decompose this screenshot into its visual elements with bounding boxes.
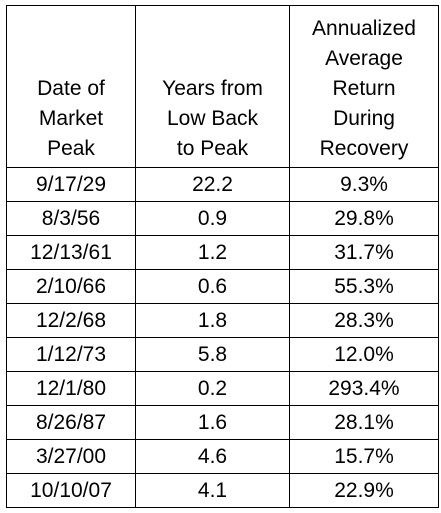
return-cell: 12.0% (289, 337, 439, 372)
years-cell: 1.8 (135, 303, 290, 338)
header-years-from-low-back-to-peak: Years from Low Back to Peak (135, 5, 290, 168)
years-cell: 1.6 (135, 405, 290, 440)
header-annualized-average-return: Annualized Average Return During Recover… (289, 5, 439, 168)
header-line: Peak (47, 137, 95, 160)
return-cell: 28.1% (289, 405, 439, 440)
header-line: Low Back (166, 107, 259, 130)
header-line: Recovery (319, 137, 409, 160)
header-line: to Peak (176, 137, 249, 160)
return-cell: 28.3% (289, 303, 439, 338)
table-row: 1/12/73 5.8 12.0% (6, 337, 439, 372)
return-cell: 9.3% (289, 167, 439, 202)
market-recovery-table: Date of Market Peak Years from Low Back … (6, 5, 439, 508)
table-row: 9/17/29 22.2 9.3% (6, 167, 439, 202)
years-cell: 0.2 (135, 371, 290, 406)
header-line: During (333, 107, 395, 130)
return-cell: 29.8% (289, 201, 439, 236)
years-cell: 0.6 (135, 269, 290, 304)
header-line: Return (332, 77, 396, 100)
header-row: Date of Market Peak Years from Low Back … (6, 5, 439, 168)
peak-date-cell: 10/10/07 (6, 473, 136, 508)
header-line: Market (38, 107, 104, 130)
return-cell: 31.7% (289, 235, 439, 270)
table-body: 9/17/29 22.2 9.3% 8/3/56 0.9 29.8% 12/13… (6, 167, 439, 508)
years-cell: 0.9 (135, 201, 290, 236)
peak-date-cell: 9/17/29 (6, 167, 136, 202)
peak-date-cell: 12/1/80 (6, 371, 136, 406)
peak-date-cell: 2/10/66 (6, 269, 136, 304)
return-cell: 293.4% (289, 371, 439, 406)
header-line: Average (325, 47, 403, 70)
peak-date-cell: 8/26/87 (6, 405, 136, 440)
peak-date-cell: 3/27/00 (6, 439, 136, 474)
table-row: 10/10/07 4.1 22.9% (6, 473, 439, 508)
header-line: Years from (162, 77, 263, 100)
years-cell: 1.2 (135, 235, 290, 270)
years-cell: 22.2 (135, 167, 290, 202)
peak-date-cell: 12/2/68 (6, 303, 136, 338)
return-cell: 15.7% (289, 439, 439, 474)
table-row: 2/10/66 0.6 55.3% (6, 269, 439, 304)
peak-date-cell: 8/3/56 (6, 201, 136, 236)
return-cell: 55.3% (289, 269, 439, 304)
peak-date-cell: 12/13/61 (6, 235, 136, 270)
table-row: 3/27/00 4.6 15.7% (6, 439, 439, 474)
header-date-of-market-peak: Date of Market Peak (6, 5, 136, 168)
table-row: 8/3/56 0.9 29.8% (6, 201, 439, 236)
years-cell: 4.6 (135, 439, 290, 474)
years-cell: 5.8 (135, 337, 290, 372)
peak-date-cell: 1/12/73 (6, 337, 136, 372)
table-row: 12/13/61 1.2 31.7% (6, 235, 439, 270)
header-line: Date of (37, 77, 105, 100)
years-cell: 4.1 (135, 473, 290, 508)
header-line: Annualized (312, 17, 416, 40)
table-header: Date of Market Peak Years from Low Back … (6, 5, 439, 168)
return-cell: 22.9% (289, 473, 439, 508)
table-row: 8/26/87 1.6 28.1% (6, 405, 439, 440)
table-row: 12/2/68 1.8 28.3% (6, 303, 439, 338)
table-row: 12/1/80 0.2 293.4% (6, 371, 439, 406)
